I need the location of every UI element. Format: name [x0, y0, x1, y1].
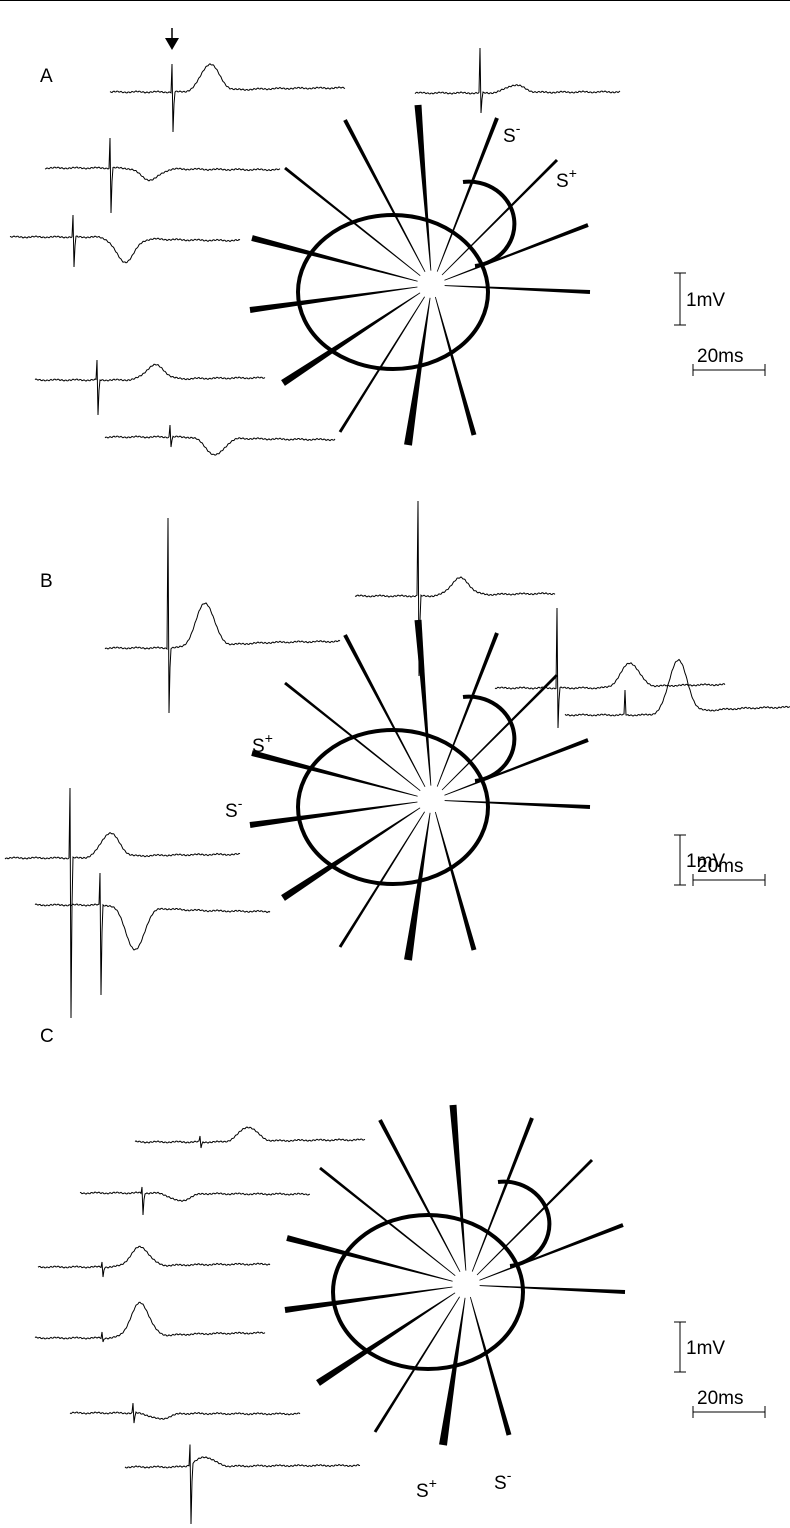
scale-label: 1mV [686, 290, 725, 311]
trace [9, 214, 241, 268]
electrode [436, 632, 499, 787]
scale-bar-voltage [674, 1321, 686, 1373]
electrode [404, 812, 431, 961]
recording-array [331, 1213, 525, 1371]
electrode [343, 119, 426, 272]
electrode [286, 1235, 453, 1282]
electrode [251, 750, 418, 797]
electrode [479, 1285, 626, 1294]
scale-label: 1mV [686, 851, 725, 872]
trace [37, 1245, 271, 1278]
scale-bar-time [692, 364, 766, 376]
trace [34, 1301, 266, 1343]
electrode [414, 104, 432, 271]
electrode [444, 285, 591, 294]
scale-label: 1mV [686, 1338, 725, 1359]
electrode [444, 738, 589, 796]
trace [69, 1403, 301, 1424]
scale-bar-voltage [674, 272, 686, 326]
electrode [343, 634, 426, 787]
electrode [338, 811, 425, 948]
electrode [439, 1297, 466, 1446]
trace [494, 607, 726, 729]
trace [104, 517, 341, 714]
scale-label: 20ms [697, 346, 743, 367]
stim-arrow [165, 28, 179, 50]
stim-arc [462, 179, 517, 268]
panel-label: A [40, 66, 53, 87]
recording-array [296, 728, 490, 886]
site-label: S+ [556, 165, 577, 192]
site-label: S- [225, 795, 243, 822]
electrode [319, 1166, 456, 1276]
electrode [378, 1119, 461, 1272]
electrode [441, 158, 559, 276]
electrode [373, 1296, 460, 1433]
electrode [471, 1117, 534, 1272]
scale-bar-time [692, 874, 766, 886]
recording-array [296, 213, 490, 371]
scale-bar-voltage [674, 834, 686, 886]
trace [4, 787, 241, 1019]
scale-label: 20ms [697, 1388, 743, 1409]
trace [564, 658, 790, 717]
electrode [469, 1296, 512, 1436]
trace [134, 1126, 366, 1149]
trace [44, 137, 281, 214]
stim-arc [462, 694, 517, 783]
trace [34, 359, 266, 416]
electrode [444, 800, 591, 809]
electrode [404, 297, 431, 446]
scale-label: 20ms [697, 856, 743, 877]
site-label: S- [503, 120, 521, 147]
electrode [316, 1292, 456, 1386]
panel-label: B [40, 571, 53, 592]
electrode [284, 1286, 453, 1313]
electrode [414, 619, 432, 786]
electrode [476, 1158, 594, 1276]
trace [354, 500, 556, 677]
electrode [281, 807, 421, 901]
electrode [249, 801, 418, 828]
scale-bar-time [692, 1406, 766, 1418]
electrode [434, 811, 477, 951]
trace [109, 63, 346, 133]
electrode [284, 166, 421, 276]
trace [104, 424, 336, 456]
electrode [434, 296, 477, 436]
trace [414, 47, 621, 114]
trace [124, 1444, 361, 1525]
electrode [479, 1223, 624, 1281]
electrode [444, 223, 589, 281]
electrode [281, 292, 421, 386]
electrode [284, 681, 421, 791]
trace [79, 1186, 311, 1216]
electrode [436, 117, 499, 272]
trace [34, 872, 271, 996]
electrode [441, 673, 559, 791]
site-label: S+ [416, 1475, 437, 1502]
panel-label: C [40, 1026, 54, 1047]
electrode [338, 296, 425, 433]
electrode [251, 235, 418, 282]
stim-arc [497, 1179, 552, 1268]
site-label: S- [494, 1467, 512, 1494]
electrode [249, 286, 418, 313]
electrode [449, 1104, 467, 1271]
